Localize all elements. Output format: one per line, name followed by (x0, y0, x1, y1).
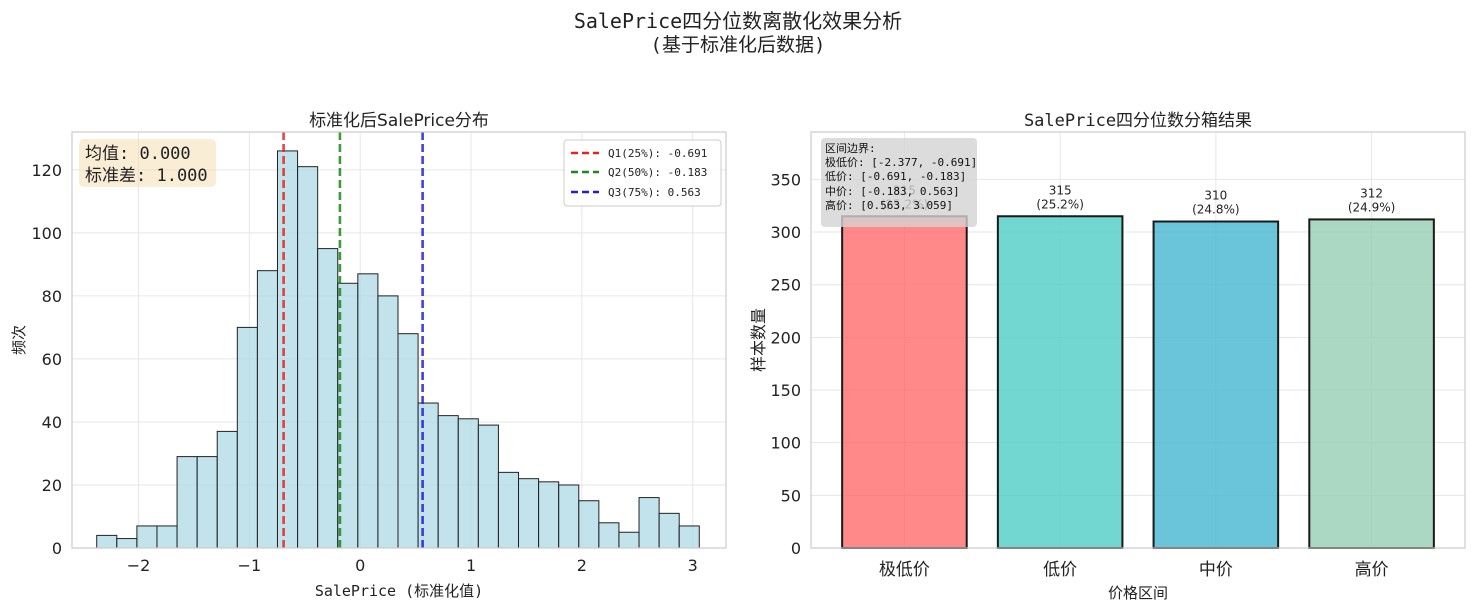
histogram-bar (136, 525, 158, 549)
quartile-lines (282, 132, 424, 548)
boundary-low: 低价: [-0.691, -0.183] (825, 170, 966, 183)
stats-box: 均值: 0.000 标准差: 1.000 (79, 139, 216, 187)
bar-chart-xtick-label: 高价 (1355, 560, 1389, 580)
stats-mean: 均值: 0.000 (85, 144, 191, 164)
histogram-axes-frame (71, 131, 727, 549)
figure-title-line1: SalePrice四分位数离散化效果分析 (574, 9, 902, 33)
boundary-box: 区间边界: 极低价: [-2.377, -0.691] 低价: [-0.691,… (821, 138, 977, 227)
bin-bar-2 (996, 215, 1124, 549)
histogram-bar (417, 402, 439, 549)
histogram-bar (678, 525, 700, 549)
bar-chart-ytick-label: 250 (770, 276, 801, 295)
bar-chart-ytick-label: 200 (770, 328, 801, 347)
histogram-title: 标准化后SalePrice分布 (309, 111, 489, 131)
histogram-bar (397, 333, 419, 549)
histogram-bar (377, 295, 399, 549)
histogram-bar (598, 522, 620, 549)
bin-bar-count-label: 312 (1360, 186, 1383, 200)
histogram-bar (658, 512, 680, 549)
histogram-ytick-label: 0 (52, 539, 62, 558)
bar-chart-ytick-label: 100 (770, 434, 801, 453)
histogram-ylabel: 频次 (10, 325, 28, 355)
bar-chart-ylabel: 样本数量 (749, 308, 768, 372)
histogram-ytick-label: 20 (42, 476, 62, 495)
bar-chart-ytick-label: 50 (781, 486, 801, 505)
histogram-xtick-label: −1 (238, 556, 262, 575)
legend-frame (563, 139, 722, 207)
bar-chart-title: SalePrice四分位数分箱结果 (1024, 111, 1252, 131)
histogram-bar (96, 534, 118, 549)
histogram-bar (276, 150, 299, 549)
histogram-bar (236, 326, 258, 549)
quartile-legend: Q1(25%): -0.691 Q2(50%): -0.183 Q3(75%):… (563, 139, 722, 207)
histogram-tick-labels: −2 −1 0 1 2 3 0 20 40 60 80 100 120 (31, 161, 697, 575)
bin-bar-count-label: 310 (1204, 189, 1227, 203)
histogram-ytick-label: 100 (31, 224, 62, 243)
bar-chart-bars: 315(25.2%)315(25.2%)310(24.8%)312(24.9%) (841, 183, 1435, 549)
histogram-bar (317, 248, 339, 549)
histogram-xlabel: SalePrice (标准化值) (315, 582, 483, 600)
bar-chart-ytick-label: 150 (770, 381, 801, 400)
histogram-xtick-label: 2 (577, 556, 587, 575)
histogram-bar (437, 415, 459, 549)
boundary-mid: 中价: [-0.183, 0.563] (825, 185, 960, 198)
bar-chart-xlabel: 价格区间 (1108, 584, 1168, 602)
histogram-panel: 标准化后SalePrice分布 −2 −1 0 1 2 3020406080100120 … (10, 111, 727, 600)
bar-chart-ytick-label: 300 (770, 223, 801, 242)
histogram-xtick-label: 3 (688, 556, 698, 575)
histogram-bar (638, 497, 660, 549)
bin-bar-percent-label: (24.9%) (1348, 200, 1395, 214)
histogram-bar (196, 456, 218, 549)
histogram-bar (116, 538, 138, 549)
histogram-bar (518, 478, 540, 549)
boundary-very-low: 极低价: [-2.377, -0.691] (825, 155, 977, 169)
bin-bar-count-label: 315 (1049, 183, 1072, 197)
histogram-bar (156, 525, 178, 549)
histogram-bar (578, 500, 600, 549)
bin-bar-percent-label: (24.8%) (1192, 203, 1239, 217)
histogram-xtick-label: 1 (466, 556, 476, 575)
histogram-ytick-label: 80 (42, 287, 62, 306)
boundary-box-background (821, 138, 977, 227)
legend-label-q3: Q3(75%): 0.563 (608, 186, 701, 199)
bin-bar-1 (841, 215, 968, 549)
histogram-ytick-label: 60 (42, 350, 62, 369)
boundary-box-heading: 区间边界: (825, 142, 876, 155)
histogram-xtick-label: −2 (127, 556, 151, 575)
legend-label-q1: Q1(25%): -0.691 (608, 147, 707, 160)
bar-chart-ytick-label: 350 (770, 170, 801, 189)
bar-chart-ytick-label: 0 (791, 539, 801, 558)
histogram-bar (497, 471, 520, 549)
bin-bar-percent-label: (25.2%) (1036, 197, 1083, 211)
legend-label-q2: Q2(50%): -0.183 (608, 166, 707, 179)
histogram-bars (96, 150, 700, 549)
histogram-bar (297, 166, 319, 549)
boundary-high: 高价: [0.563, 3.059] (825, 198, 953, 212)
bar-chart-xtick-label: 极低价 (879, 560, 930, 580)
figure-title-line2: (基于标准化后数据) (651, 34, 826, 56)
histogram-bar (216, 430, 238, 549)
histogram-xtick-label: 0 (355, 556, 365, 575)
histogram-ytick-label: 40 (42, 413, 62, 432)
bar-chart-xtick-label: 中价 (1199, 560, 1233, 580)
bar-chart-axes-frame (810, 131, 1466, 549)
histogram-bar (357, 273, 379, 549)
bar-chart-xtick-label: 低价 (1043, 560, 1077, 580)
histogram-bar (538, 481, 560, 549)
bar-chart-tick-labels: 0 50 100 150 200 250 300 350 极低价 低价 中价 高价 (770, 170, 1388, 580)
histogram-ytick-label: 120 (31, 161, 62, 180)
bin-bar-4 (1308, 218, 1435, 549)
stats-std: 标准差: 1.000 (85, 166, 208, 186)
bin-bar-3 (1152, 220, 1280, 549)
histogram-bar (256, 270, 278, 549)
histogram-bar (176, 456, 198, 549)
histogram-bar (558, 484, 580, 549)
histogram-bar (477, 424, 499, 549)
histogram-bar (618, 531, 640, 549)
stats-box-background (79, 139, 216, 187)
bin-bar-panel: SalePrice四分位数分箱结果 315(25.2%)315(25.2%)31… (749, 111, 1466, 602)
histogram-bar (457, 418, 479, 549)
